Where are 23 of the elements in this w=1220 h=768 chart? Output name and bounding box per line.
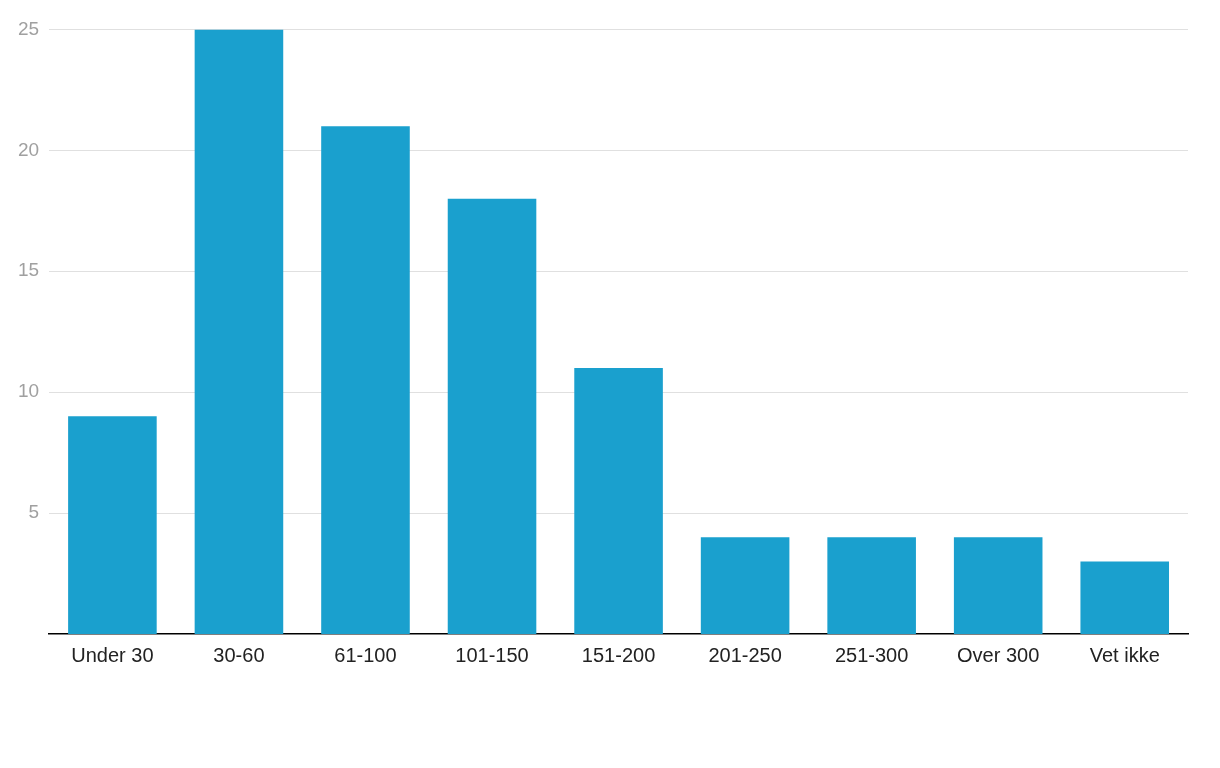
- bar: [194, 29, 284, 634]
- y-tick-label: 15: [17, 259, 40, 281]
- bar: [953, 537, 1043, 634]
- y-tick-label: 5: [28, 501, 40, 523]
- y-tick-label: 20: [17, 138, 40, 160]
- x-tick-label: 61-100: [334, 643, 397, 666]
- x-tick-label: Over 300: [957, 643, 1040, 666]
- bar: [447, 198, 537, 634]
- bar: [574, 367, 663, 634]
- bar: [700, 537, 790, 634]
- x-tick-label: Vet ikke: [1089, 643, 1160, 666]
- bar: [827, 537, 916, 634]
- x-tick-label: 151-200: [581, 643, 656, 666]
- y-tick-label: 25: [17, 17, 40, 39]
- bar: [1080, 561, 1170, 634]
- x-tick-label: 30-60: [213, 643, 265, 666]
- bar: [68, 416, 157, 634]
- x-tick-label: 101-150: [455, 643, 529, 666]
- bar: [321, 126, 410, 634]
- y-tick-label: 10: [17, 380, 40, 402]
- x-tick-label: Under 30: [71, 643, 154, 666]
- x-tick-label: 251-300: [834, 643, 909, 666]
- x-tick-label: 201-250: [708, 643, 782, 666]
